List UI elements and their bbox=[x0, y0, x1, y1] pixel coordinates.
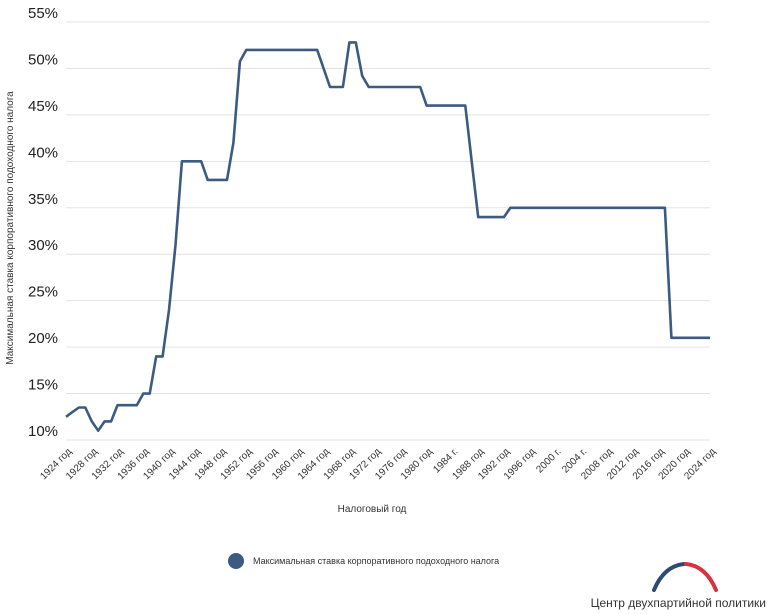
y-tick-label: 10% bbox=[28, 423, 58, 440]
source-label: Центр двухпартийной политики bbox=[590, 596, 766, 610]
y-axis-ticks: 10% 15% 20% 25% 30% 35% 40% 45% 50% 55% bbox=[28, 5, 58, 440]
y-tick-label: 30% bbox=[28, 237, 58, 254]
series-line bbox=[65, 41, 710, 432]
y-tick-label: 20% bbox=[28, 330, 58, 347]
y-tick-label: 15% bbox=[28, 377, 58, 394]
legend-label: Максимальная ставка корпоративного подох… bbox=[253, 556, 499, 566]
x-tick-label: 2000 г. bbox=[534, 446, 563, 475]
legend-marker bbox=[228, 553, 244, 569]
y-tick-label: 50% bbox=[28, 51, 58, 68]
y-tick-label: 25% bbox=[28, 284, 58, 301]
y-tick-label: 40% bbox=[28, 144, 58, 161]
y-tick-label: 35% bbox=[28, 191, 58, 208]
gridlines bbox=[66, 21, 710, 441]
y-axis-title: Максимальная ставка корпоративного подох… bbox=[5, 91, 16, 365]
x-axis-title: Налоговый год bbox=[338, 504, 407, 515]
bpc-logo bbox=[652, 562, 718, 592]
y-tick-label: 55% bbox=[28, 5, 58, 22]
y-tick-label: 45% bbox=[28, 98, 58, 115]
legend: Максимальная ставка корпоративного подох… bbox=[228, 553, 499, 569]
